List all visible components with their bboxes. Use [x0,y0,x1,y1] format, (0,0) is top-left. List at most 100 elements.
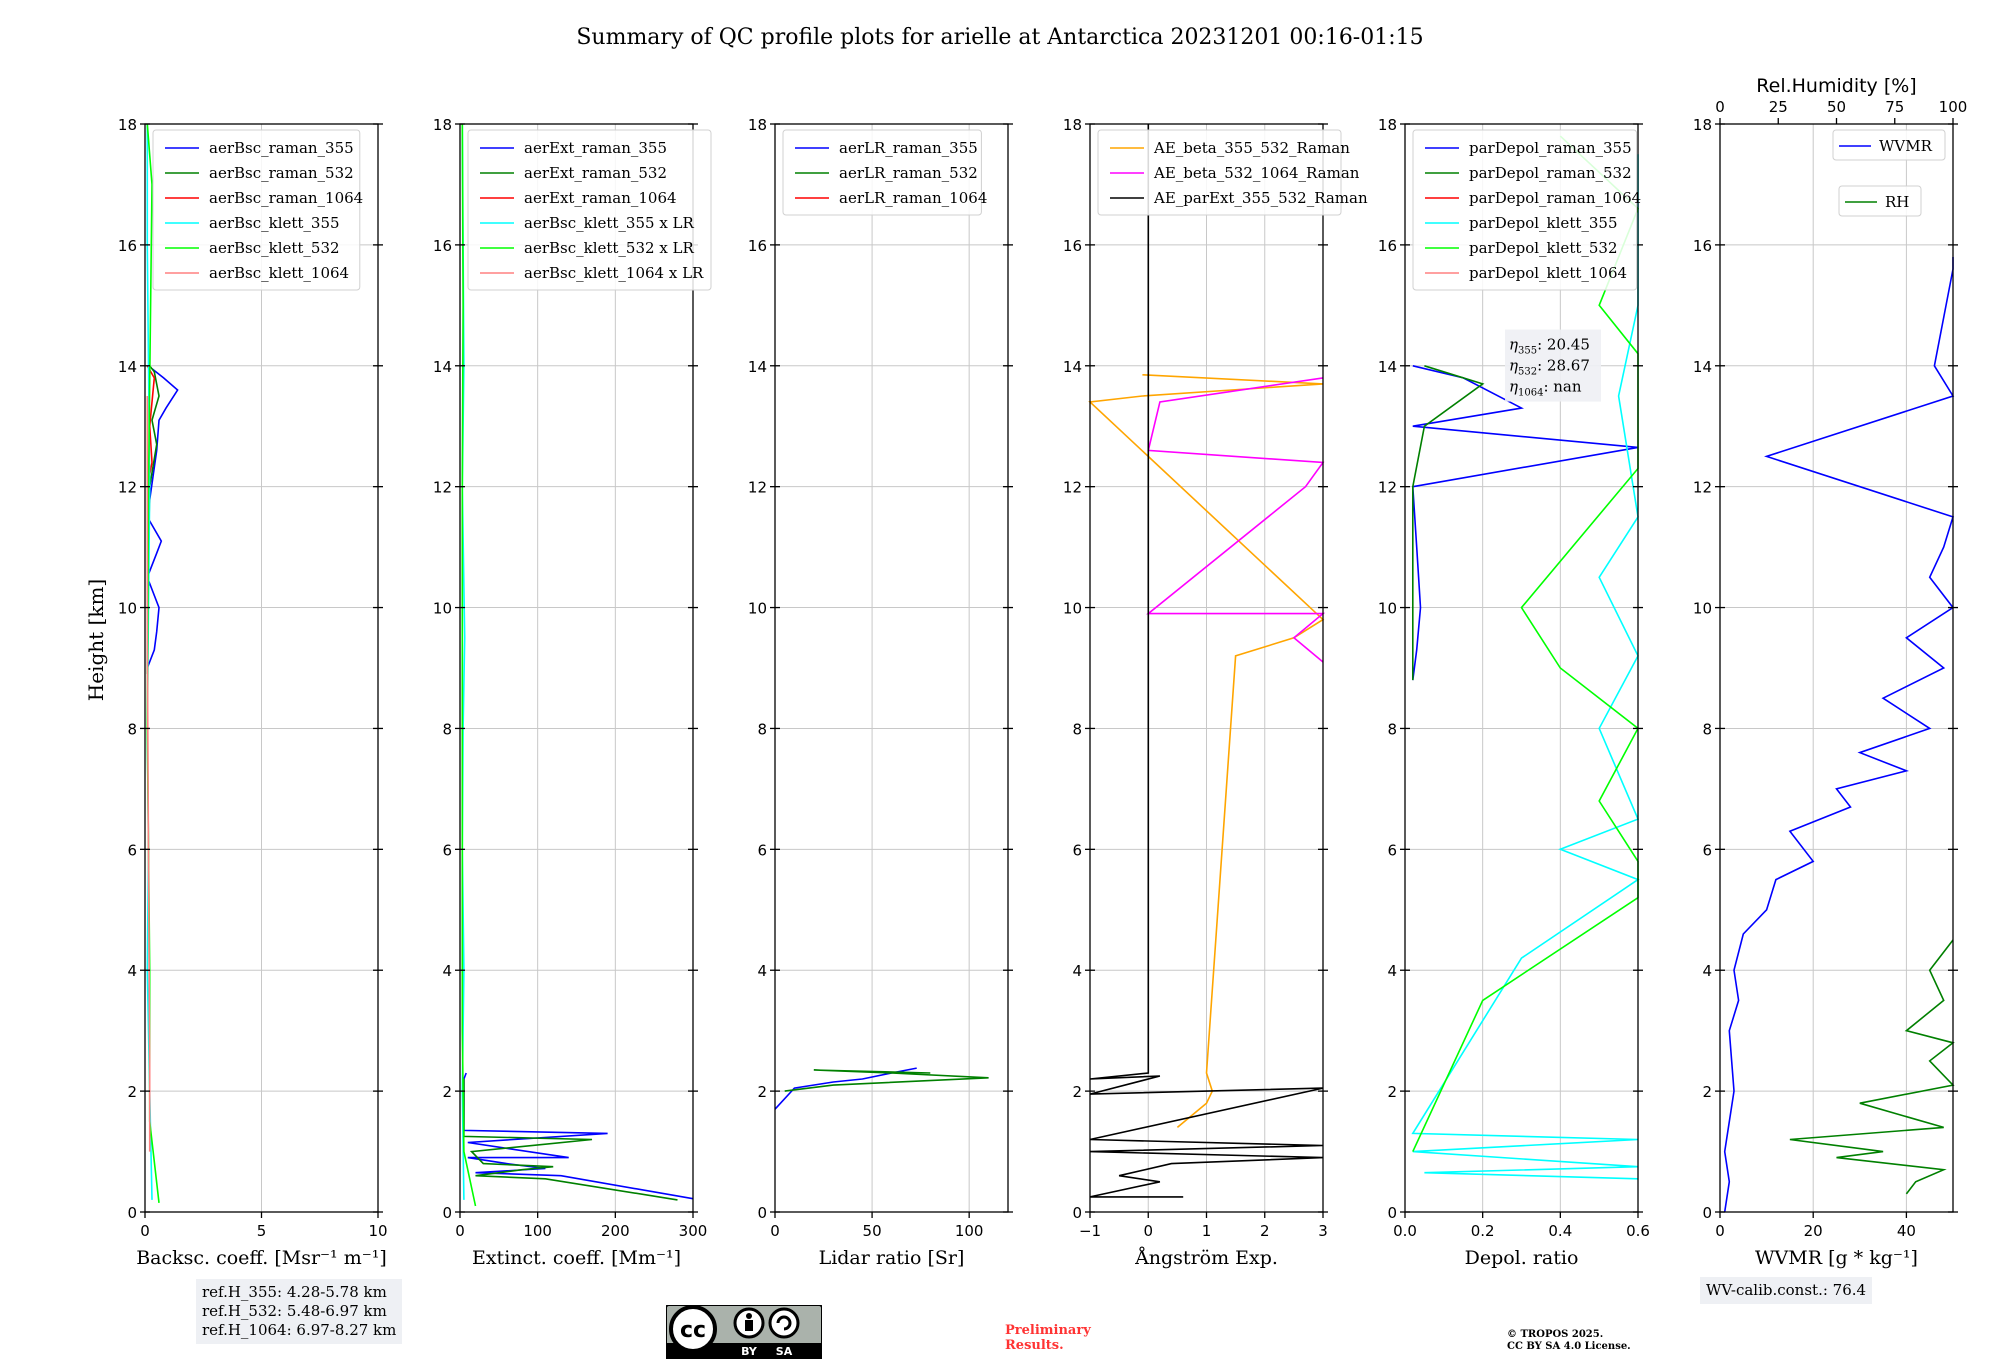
x-tick-label: 0.6 [1626,1222,1650,1240]
y-tick-label: 18 [433,116,452,134]
y-tick-label: 12 [1063,479,1082,497]
series-line-parDepol_klett_355 [1411,154,1640,1180]
x-tick-label: 40 [1897,1222,1916,1240]
ref-height-1064: ref.H_1064: 6.97-8.27 km [202,1321,397,1339]
y-axis-label: Height [km] [84,579,108,701]
x-tick-label: 0.0 [1393,1222,1417,1240]
legend-label: aerLR_raman_355 [839,139,978,157]
legend-label: RH [1885,193,1909,211]
y-tick-label: 8 [1072,720,1082,738]
legend-label: aerExt_raman_355 [524,139,667,157]
legend-label: WVMR [1879,137,1933,155]
eta-annotation-line: η532: 28.67 [1509,357,1590,378]
preliminary-results-note: Preliminary Results. [1005,1323,1091,1353]
y-tick-label: 16 [1378,237,1397,255]
legend-label: aerBsc_klett_355 x LR [524,214,695,232]
legend-label: aerLR_raman_1064 [839,189,987,207]
legend-label: aerLR_raman_532 [839,164,978,182]
y-tick-label: 4 [1072,962,1082,980]
y-tick-label: 10 [1693,600,1712,618]
axes-frame [1719,123,1954,1213]
legend-box [467,129,712,291]
series-line-aerBsc_raman_355 [146,368,179,669]
x2-tick-label: 100 [1939,98,1968,116]
y-tick-label: 16 [748,237,767,255]
axes-frame [459,123,694,1213]
x-tick-label: 5 [257,1222,267,1240]
y-tick-label: 10 [1063,600,1082,618]
y-tick-label: 8 [1387,720,1397,738]
series-line-aerLR_raman_532 [784,1069,989,1092]
x-tick-label: 1 [1202,1222,1212,1240]
y-tick-label: 6 [1387,841,1397,859]
y-tick-label: 4 [127,962,137,980]
legend-label: aerBsc_klett_532 [209,239,340,257]
legend-box [1832,129,1946,161]
y-tick-label: 0 [127,1204,137,1222]
y-tick-label: 2 [1702,1083,1712,1101]
eta-annotation-box [1505,329,1601,402]
x-axis-label: Ångström Exp. [1134,1247,1278,1269]
legend-label: parDepol_raman_1064 [1469,189,1641,207]
x-axis-label: Depol. ratio [1465,1247,1579,1269]
copyright-line-1: © TROPOS 2025. [1507,1329,1604,1340]
legend-box [1412,129,1638,291]
reference-height-box: ref.H_355: 4.28-5.78 km ref.H_532: 5.48-… [196,1279,403,1344]
x-axis-label: Extinct. coeff. [Mm⁻¹] [472,1247,681,1269]
series-line-parDepol_raman_532 [1412,365,1485,681]
y-tick-label: 16 [433,237,452,255]
x2-tick-label: 75 [1885,98,1904,116]
x-tick-label: 3 [1318,1222,1328,1240]
x2-tick-label: 0 [1715,98,1725,116]
y-tick-label: 6 [127,841,137,859]
y-tick-label: 18 [748,116,767,134]
x-tick-label: −1 [1079,1222,1101,1240]
y-tick-label: 4 [1387,962,1397,980]
axes-frame [774,123,1009,1213]
legend-label: AE_parExt_355_532_Raman [1153,189,1368,207]
series-line-aerLR_raman_355 [774,1067,917,1110]
y-tick-label: 8 [1702,720,1712,738]
wv-calibration-box: WV-calib.const.: 76.4 [1700,1277,1873,1304]
x-tick-label: 2 [1260,1222,1270,1240]
y-tick-label: 14 [1063,358,1082,376]
chart-panel-ext: 0 2 4 6 8 10 12 14 16 18 0 100 200 300 Extinct. coeff.… [433,116,712,1269]
x2-axis-label: Rel.Humidity [%] [1756,75,1916,97]
legend-label: parDepol_raman_532 [1469,164,1632,182]
y-tick-label: 0 [442,1204,452,1222]
y-tick-label: 14 [433,358,452,376]
x-tick-label: 0.2 [1471,1222,1495,1240]
legend-box [1097,129,1342,216]
y-tick-label: 16 [1063,237,1082,255]
y-tick-label: 18 [118,116,137,134]
legend-box [782,129,982,216]
x-axis-label: Lidar ratio [Sr] [819,1247,965,1269]
ref-height-532: ref.H_532: 5.48-6.97 km [202,1302,387,1320]
y-tick-label: 14 [118,358,137,376]
series-line-RH [1789,939,1955,1195]
legend-label: aerBsc_klett_355 [209,214,340,232]
by-label: BY [741,1345,758,1358]
chart-panel-lr: 0 2 4 6 8 10 12 14 16 18 0 50 100 Lidar ratio [Sr] aer… [748,116,1013,1269]
y-tick-label: 4 [442,962,452,980]
x-tick-label: 0 [455,1222,465,1240]
series-line-aerBsc_klett_1064 [146,396,151,1152]
y-tick-label: 0 [1387,1204,1397,1222]
x-tick-label: 0.4 [1548,1222,1572,1240]
y-tick-label: 6 [1072,841,1082,859]
x-tick-label: 50 [863,1222,882,1240]
copyright-note: © TROPOS 2025. CC BY SA 4.0 License. [1507,1329,1631,1353]
x-tick-label: 100 [523,1222,552,1240]
legend-label: aerExt_raman_1064 [524,189,677,207]
x-tick-label: 10 [368,1222,387,1240]
x-axis-label: Backsc. coeff. [Msr⁻¹ m⁻¹] [136,1247,387,1269]
y-tick-label: 0 [1072,1204,1082,1222]
x-tick-label: 0 [1143,1222,1153,1240]
series-line-parDepol_raman_355 [1411,365,1639,681]
y-tick-label: 16 [118,237,137,255]
y-tick-label: 0 [1702,1204,1712,1222]
sa-label: SA [776,1345,793,1358]
series-line-WVMR [1723,257,1955,1213]
